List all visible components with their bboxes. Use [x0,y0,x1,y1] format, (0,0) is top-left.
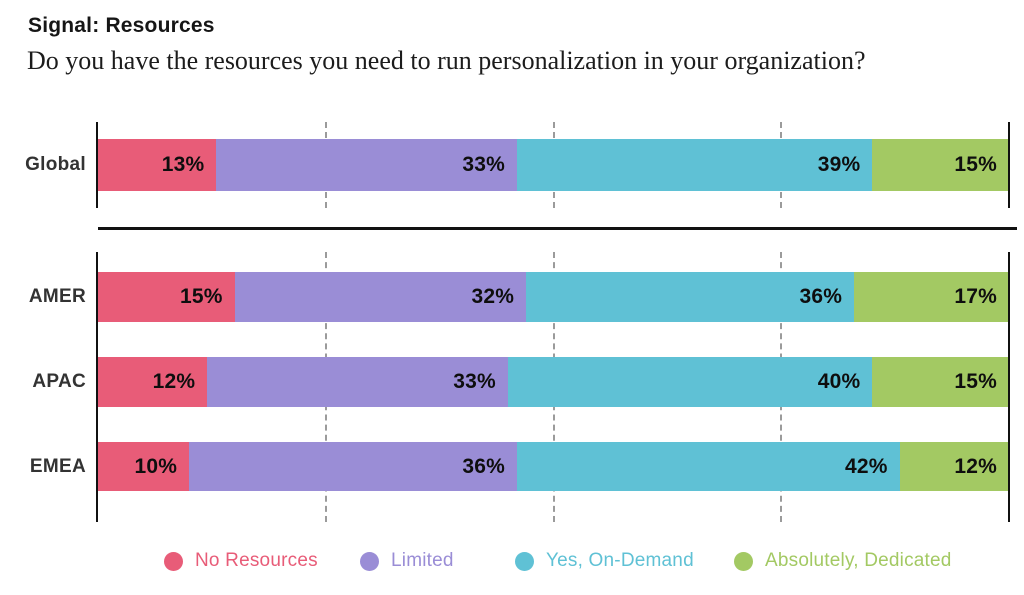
row-label-amer: AMER [28,286,86,307]
bar-segment-yes-on-demand: 39% [517,139,873,191]
row-label-apac: APAC [32,371,86,392]
segment-value-label: 40% [817,370,861,393]
bar-segment-limited: 33% [216,139,518,191]
segment-value-label: 13% [161,153,205,176]
row-label-global: Global [25,154,86,175]
chart-legend: No Resources Limited Yes, On-Demand Absolut… [0,548,1024,578]
bar-segment-absolutely-dedicated: 12% [899,442,1009,491]
chart-group-2: 15% 32% 36% 17% 12% 33% 40% 15% 10% 36% 42% 12% [96,252,1010,522]
segment-value-label: 12% [954,454,997,478]
bar-segment-yes-on-demand: 42% [517,442,900,491]
legend-dot-icon [164,551,183,571]
bar-segment-absolutely-dedicated: 15% [872,139,1009,191]
y-axis-line [96,252,98,522]
legend-label: No Resources [195,550,318,571]
bar-segment-yes-on-demand: 40% [507,357,873,407]
segment-value-label: 10% [134,454,178,478]
bar-segment-no-resources: 13% [98,139,217,191]
legend-label: Absolutely, Dedicated [765,550,952,571]
chart-subtitle: Do you have the resources you need to ru… [27,46,866,75]
segment-value-label: 17% [954,285,997,308]
bar-segment-no-resources: 15% [98,272,235,322]
bar-segment-limited: 33% [207,357,508,407]
bar-segment-absolutely-dedicated: 17% [854,272,1009,322]
bar-row-apac: 12% 33% 40% 15% [98,357,1009,407]
bar-segment-yes-on-demand: 36% [526,272,855,322]
legend-dot-icon [360,551,379,571]
legend-label: Yes, On-Demand [546,550,694,571]
bar-row-global: 13% 33% 39% 15% [98,139,1009,191]
right-boundary-line [1008,122,1010,208]
segment-value-label: 33% [462,153,506,176]
segment-value-label: 36% [799,285,843,308]
bar-segment-absolutely-dedicated: 15% [872,357,1009,407]
segment-value-label: 15% [954,153,997,176]
bar-row-amer: 15% 32% 36% 17% [98,272,1009,322]
legend-dot-icon [734,551,753,571]
right-boundary-line [1008,252,1010,522]
segment-value-label: 15% [180,285,223,308]
separator-line [98,227,1017,230]
segment-value-label: 33% [453,370,496,393]
segment-value-label: 42% [845,454,888,478]
bar-segment-no-resources: 10% [98,442,190,491]
legend-dot-icon [515,551,534,571]
segment-value-label: 36% [462,454,506,478]
legend-item-yes-on-demand: Yes, On-Demand [515,548,694,574]
y-axis-line [96,122,98,208]
legend-label: Limited [391,550,454,571]
chart-title: Signal: Resources [28,14,215,37]
bar-segment-limited: 32% [234,272,527,322]
legend-item-no-resources: No Resources [164,548,318,574]
bar-row-emea: 10% 36% 42% 12% [98,442,1009,491]
bar-segment-no-resources: 12% [98,357,208,407]
legend-item-limited: Limited [360,548,454,574]
row-label-emea: EMEA [29,455,86,477]
segment-value-label: 12% [152,370,196,393]
segment-value-label: 15% [954,370,997,393]
legend-item-absolutely-dedicated: Absolutely, Dedicated [734,548,952,574]
bar-segment-limited: 36% [189,442,518,491]
segment-value-label: 39% [817,153,861,176]
chart-group-1: 13% 33% 39% 15% [96,122,1010,208]
segment-value-label: 32% [471,285,515,308]
